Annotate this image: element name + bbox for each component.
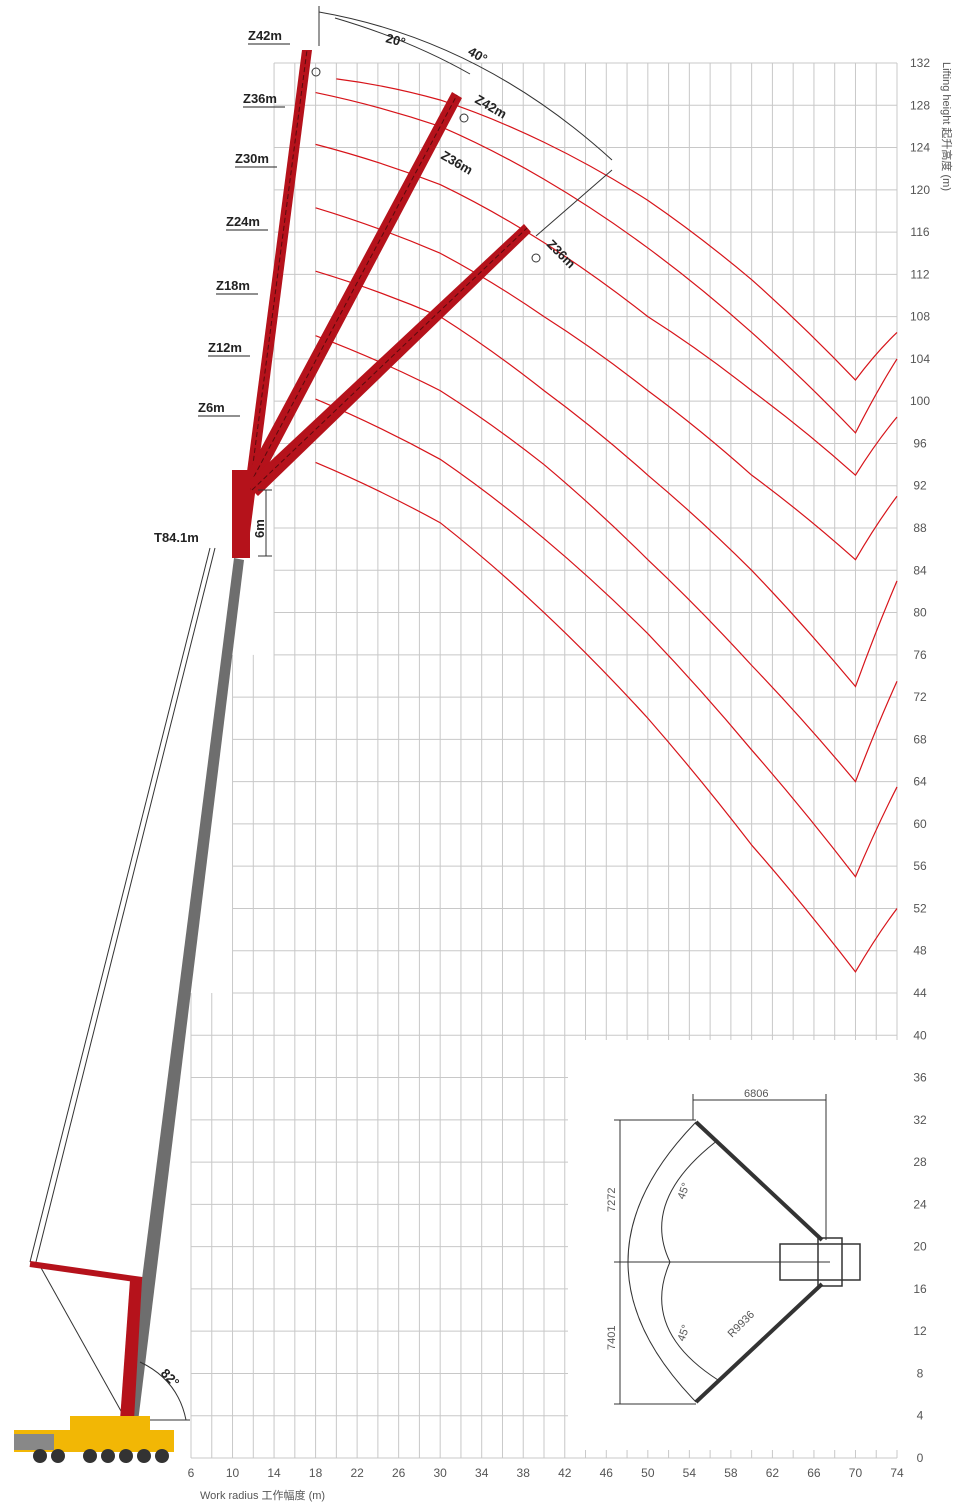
x-tick-label: 6 — [188, 1466, 195, 1480]
jib-section-label: Z30m — [235, 151, 269, 166]
y-tick-label: 68 — [913, 732, 927, 746]
x-tick-label: 74 — [890, 1466, 904, 1480]
jib-insert-label: 6m — [252, 519, 267, 538]
y-tick-label: 12 — [913, 1324, 927, 1338]
x-tick-label: 66 — [807, 1466, 821, 1480]
y-tick-label: 92 — [913, 479, 927, 493]
x-tick-label: 62 — [766, 1466, 780, 1480]
y-tick-label: 128 — [910, 98, 930, 112]
y-tick-label: 56 — [913, 859, 927, 873]
outrigger-front-half: 7272 — [606, 1188, 618, 1212]
working-range-curve — [315, 207, 898, 561]
y-tick-label: 32 — [913, 1113, 927, 1127]
luffing-jib-offset-20 — [244, 92, 462, 488]
y-tick-label: 88 — [913, 521, 927, 535]
y-tick-label: 4 — [917, 1409, 924, 1423]
y-tick-label: 124 — [910, 141, 930, 155]
jib-section-label: Z36m — [243, 91, 277, 106]
y-tick-label: 100 — [910, 394, 930, 408]
y-tick-label: 44 — [913, 986, 927, 1000]
y-axis-title: Lifting height 起升高度 (m) — [940, 62, 954, 191]
y-tick-label: 132 — [910, 56, 930, 70]
offset-angle-arcs: 20° 40° — [318, 6, 613, 237]
crane-carrier — [14, 1416, 174, 1463]
x-tick-label: 46 — [600, 1466, 614, 1480]
x-tick-label: 22 — [350, 1466, 364, 1480]
x-tick-label: 18 — [309, 1466, 323, 1480]
jib-section-label: Z42m — [248, 28, 282, 43]
working-range-curve — [315, 143, 898, 477]
y-tick-label: 104 — [910, 352, 930, 366]
y-tick-label: 8 — [917, 1366, 924, 1380]
y-tick-label: 120 — [910, 183, 930, 197]
x-tick-label: 10 — [226, 1466, 240, 1480]
working-range-curve — [315, 461, 898, 973]
luffing-jib-vertical — [236, 49, 312, 557]
main-telescopic-boom — [29, 547, 244, 1422]
luffing-angle-label: 82° — [158, 1366, 183, 1391]
y-tick-label: 84 — [913, 563, 927, 577]
y-tick-label: 96 — [913, 436, 927, 450]
jib-insert-6m: 6m — [232, 470, 272, 558]
y-tick-label: 28 — [913, 1155, 927, 1169]
x-axis-ticks: 6 10 14 18 22 26 30 34 38 42 46 50 54 58 62 66 70 74 — [188, 1466, 904, 1480]
y-tick-label: 0 — [917, 1451, 924, 1465]
outrigger-rear-half: 7401 — [606, 1326, 618, 1350]
y-tick-label: 112 — [910, 267, 929, 281]
angle-label-20: 20° — [384, 30, 407, 50]
y-tick-label: 40 — [913, 1028, 927, 1042]
x-tick-label: 70 — [849, 1466, 863, 1480]
luffing-jib-offset-40 — [246, 224, 531, 496]
y-tick-label: 72 — [913, 690, 927, 704]
y-tick-label: 48 — [913, 944, 927, 958]
jib-section-label: Z12m — [208, 340, 242, 355]
x-axis-title: Work radius 工作幅度 (m) — [200, 1488, 325, 1502]
x-tick-label: 30 — [433, 1466, 447, 1480]
x-tick-label: 34 — [475, 1466, 489, 1480]
jib-section-labels: Z42m Z36m Z30m Z24m Z18m Z12m Z6m — [198, 28, 290, 417]
y-tick-label: 116 — [910, 225, 929, 239]
y-tick-label: 64 — [913, 775, 927, 789]
hook-icons — [311, 67, 541, 263]
working-range-curve — [315, 335, 898, 783]
offset-label-z36-a: Z36m — [439, 148, 476, 178]
x-tick-label: 58 — [724, 1466, 738, 1480]
outrigger-inset: 6806 7272 7401 45° 45° R9936 — [568, 1040, 898, 1450]
y-tick-label: 24 — [913, 1197, 927, 1211]
jib-section-label: Z6m — [198, 400, 225, 415]
y-tick-label: 16 — [913, 1282, 927, 1296]
y-tick-label: 52 — [913, 901, 927, 915]
main-boom-label: T84.1m — [154, 530, 199, 545]
x-tick-label: 50 — [641, 1466, 655, 1480]
outrigger-angle-lower: 45° — [676, 1323, 693, 1343]
working-range-curve — [315, 398, 898, 878]
y-tick-label: 80 — [913, 606, 927, 620]
y-axis-ticks: 0481216202428323640444852566064687276808… — [910, 56, 930, 1465]
working-range-curve — [336, 78, 898, 381]
x-tick-label: 26 — [392, 1466, 406, 1480]
outrigger-angle-upper: 45° — [676, 1181, 693, 1201]
x-tick-label: 42 — [558, 1466, 572, 1480]
x-tick-label: 54 — [683, 1466, 697, 1480]
jib-section-label: Z24m — [226, 214, 260, 229]
y-tick-label: 76 — [913, 648, 927, 662]
y-tick-label: 60 — [913, 817, 927, 831]
x-tick-label: 38 — [517, 1466, 531, 1480]
y-tick-label: 36 — [913, 1071, 927, 1085]
y-tick-label: 108 — [910, 310, 930, 324]
x-tick-label: 14 — [267, 1466, 281, 1480]
offset-label-z42: Z42m — [473, 92, 510, 122]
outrigger-width: 6806 — [744, 1088, 768, 1100]
jib-section-label: Z18m — [216, 278, 250, 293]
offset-label-z36-b: Z36m — [544, 237, 579, 272]
y-tick-label: 20 — [913, 1240, 927, 1254]
